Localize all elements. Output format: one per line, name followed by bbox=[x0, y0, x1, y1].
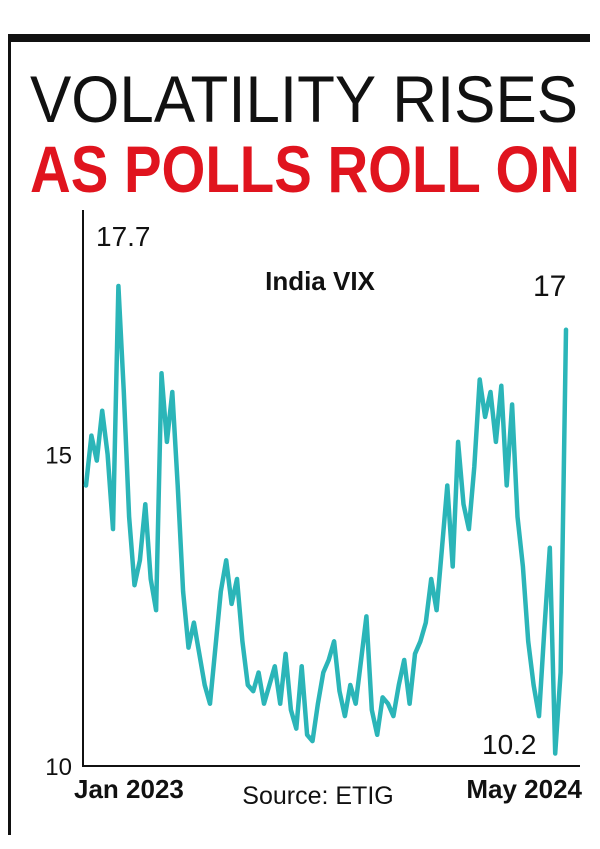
annotation: 17.7 bbox=[96, 221, 151, 252]
source: Source: ETIG bbox=[242, 782, 393, 810]
x-tick-label: May 2024 bbox=[466, 774, 582, 804]
annotation: 10.2 bbox=[482, 729, 537, 760]
chart-title: AS POLLS ROLL ON bbox=[30, 132, 580, 206]
chart-subtitle: India VIX bbox=[265, 266, 375, 296]
chart-title: VOLATILITY RISES bbox=[30, 62, 578, 136]
y-tick-label: 15 bbox=[45, 442, 72, 469]
y-tick-label: 10 bbox=[45, 754, 72, 781]
x-tick-label: Jan 2023 bbox=[74, 774, 184, 804]
line bbox=[83, 283, 569, 756]
annotation: 17 bbox=[533, 270, 566, 303]
top-rule bbox=[8, 34, 590, 42]
